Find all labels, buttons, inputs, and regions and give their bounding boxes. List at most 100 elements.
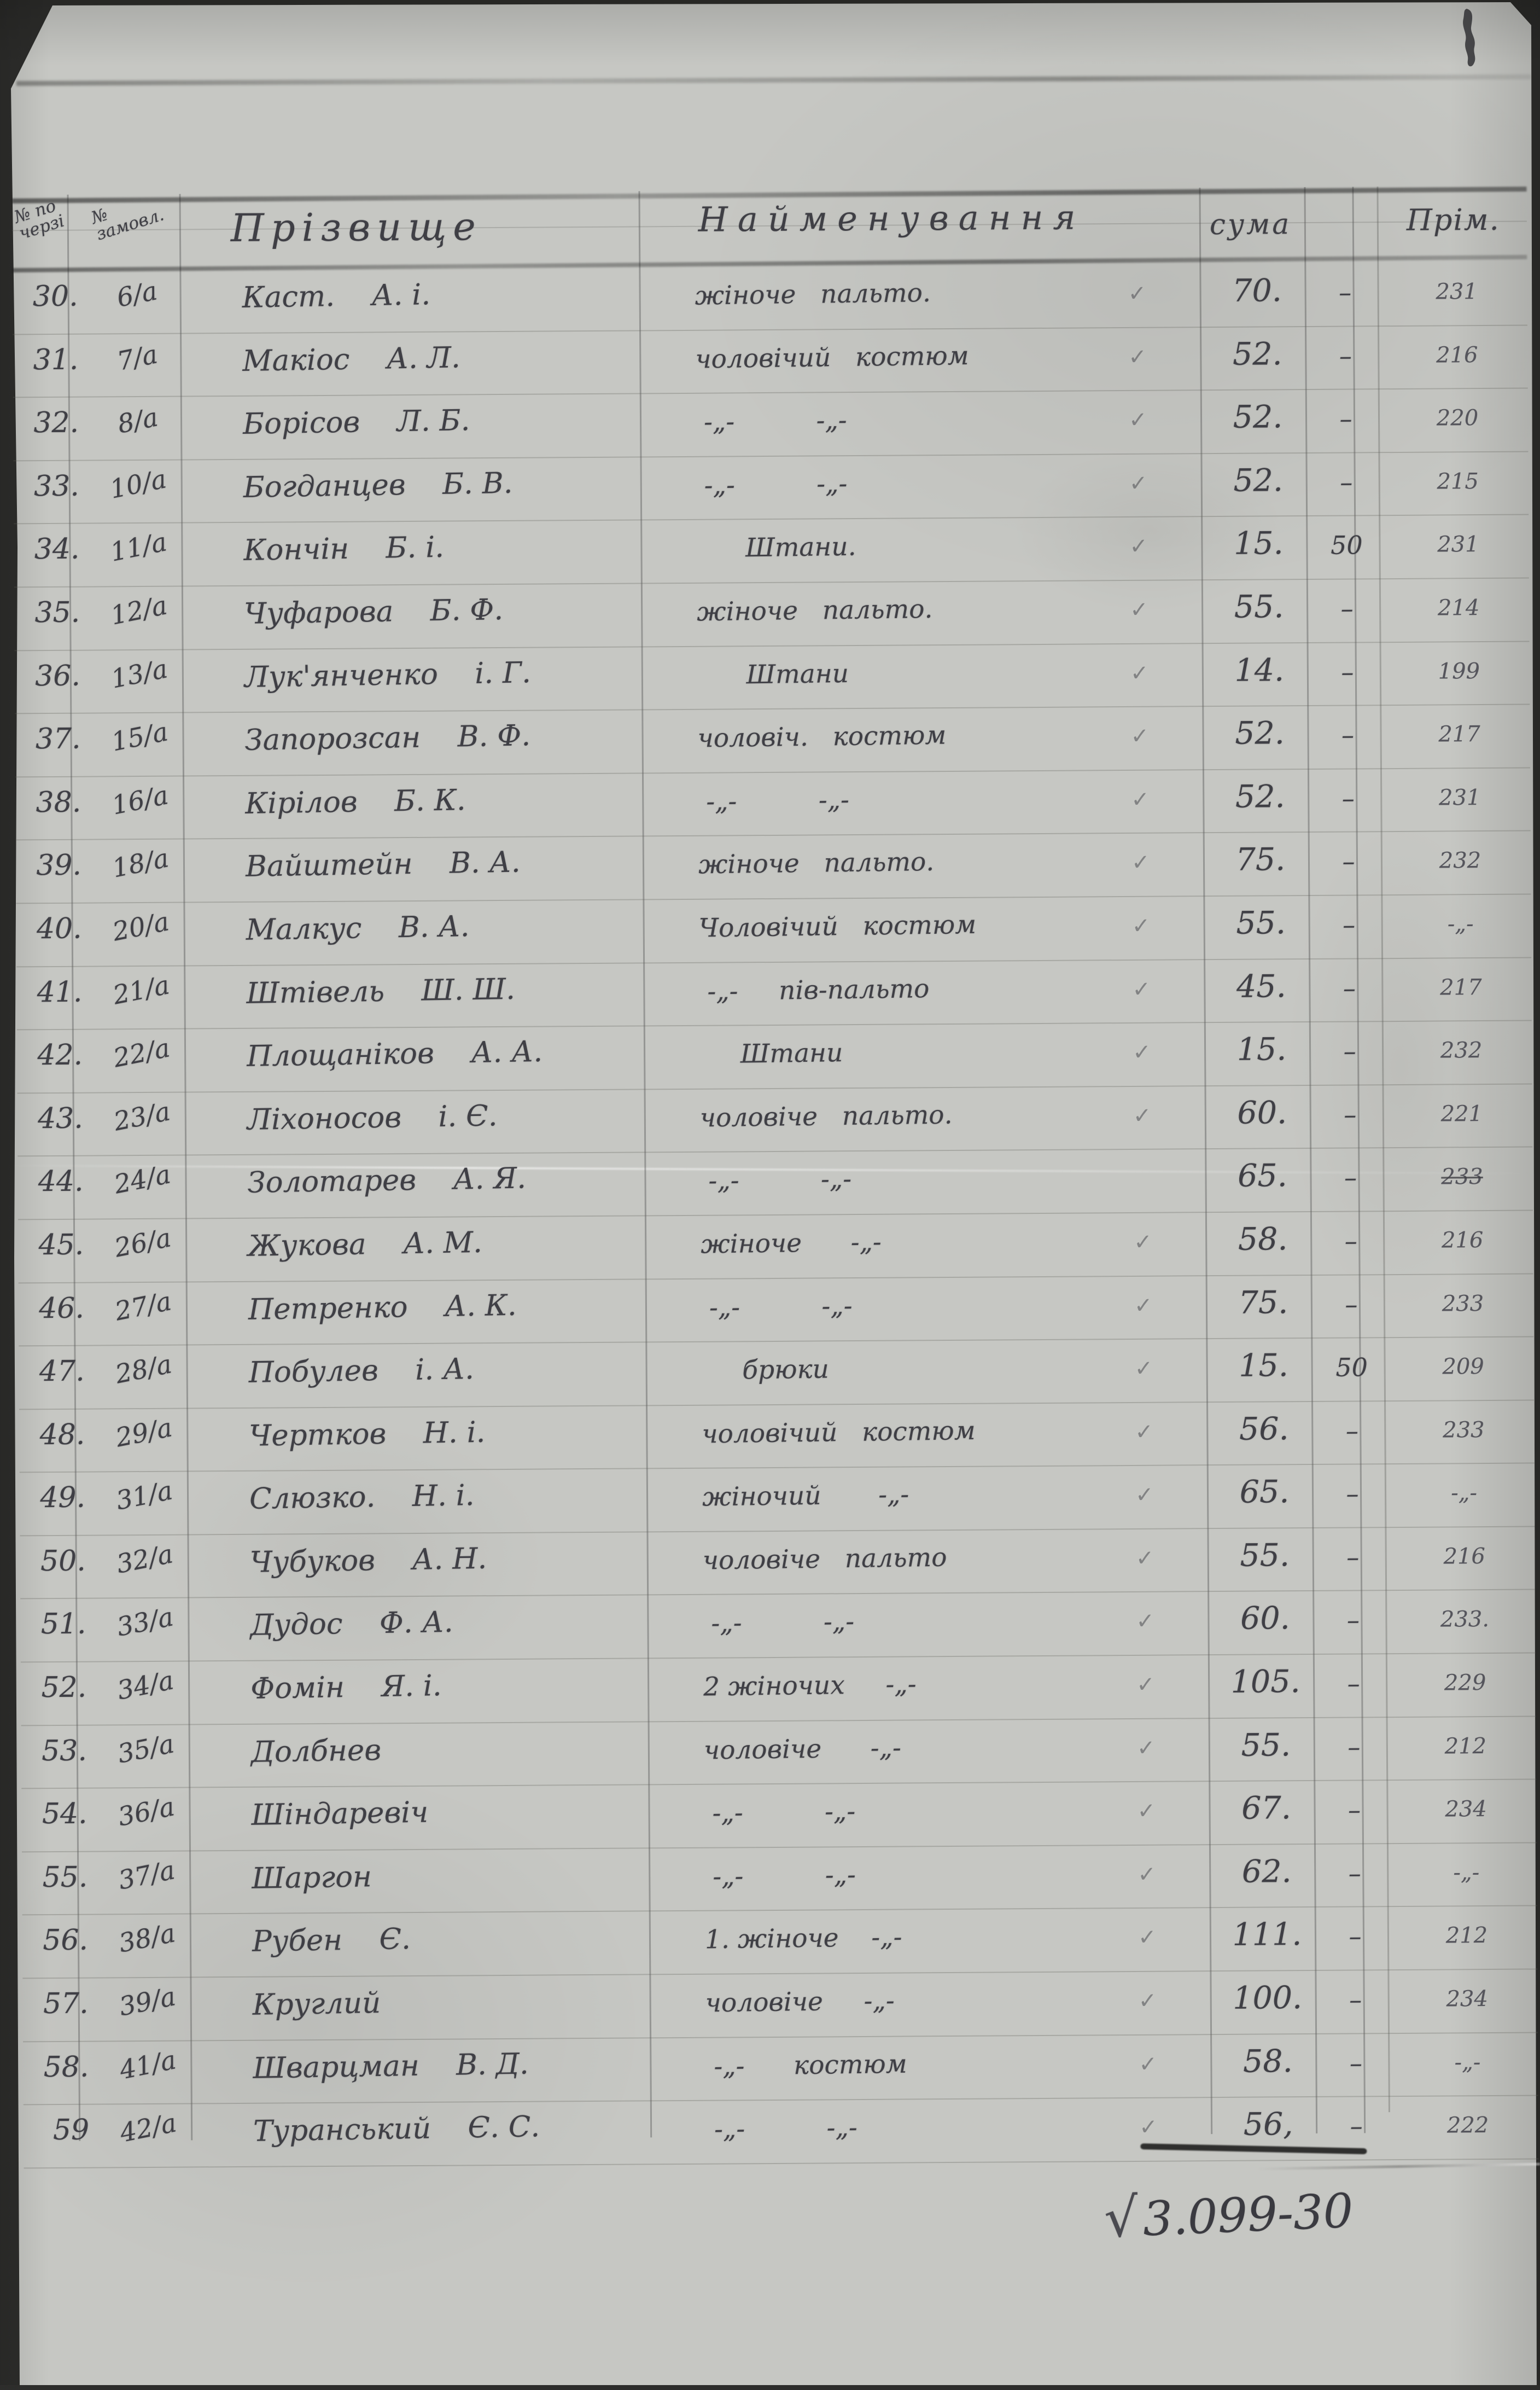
total-amount: √3.099-30 [1103, 2178, 1354, 2251]
item-description: -„- -„- [701, 1287, 1134, 1323]
item-description: 1. жіноче -„- [705, 1920, 1138, 1955]
surname: Рубен Є. [252, 1918, 679, 1958]
sum-kop: – [1325, 783, 1371, 813]
row-number: 56. [27, 1924, 88, 1957]
sum-rub: 60. [1210, 1600, 1320, 1637]
table-row: 59 42/а Туранський Є. С. -„- -„- ✓ 56, –… [24, 2096, 1539, 2169]
sum-rub: 55. [1204, 589, 1314, 625]
header-sum: сума [1210, 208, 1292, 241]
table-row: 56. 38/а Рубен Є. 1. жіноче -„- ✓ 111. –… [22, 1906, 1538, 1979]
check-mark-icon: ✓ [1136, 1545, 1180, 1571]
surname: Штівель Ш. Ш. [246, 970, 673, 1010]
sum-rub: 55. [1210, 1537, 1320, 1574]
row-number: 36. [19, 659, 80, 693]
check-mark-icon: ✓ [1135, 1419, 1179, 1444]
sum-kop: – [1329, 1416, 1375, 1446]
surname: Лук'янченко і. Г. [244, 654, 671, 694]
sum-kop: – [1328, 1289, 1374, 1319]
check-mark-icon: ✓ [1134, 1293, 1178, 1318]
sheet-number: 220 [1400, 405, 1515, 431]
sum-kop: – [1332, 1858, 1378, 1888]
sheet-number: 233 [1404, 1164, 1519, 1190]
check-mark-icon: ✓ [1136, 1672, 1180, 1697]
order-number: 31/а [93, 1472, 195, 1520]
sheet-number: 234 [1410, 1986, 1525, 2012]
table-row: 43. 23/а Ліхоносов і. Є. чоловіче пальто… [18, 1084, 1533, 1157]
row-number: 43. [22, 1102, 83, 1135]
surname: Вайштейн В. А. [246, 843, 673, 883]
sheet-number: 216 [1399, 342, 1514, 368]
sum-rub: 52. [1204, 462, 1313, 499]
sheet-number: 222 [1410, 2113, 1525, 2138]
item-description: Штани. [696, 528, 1129, 564]
check-mark-icon: ✓ [1134, 1229, 1177, 1254]
sheet-number: 217 [1402, 722, 1516, 747]
item-description: брюки [701, 1350, 1134, 1386]
sum-rub: 75. [1209, 1284, 1318, 1321]
surname: Чертков Н. і. [249, 1412, 676, 1453]
table-row: 34. 11/а Кончін Б. і. Штани. ✓ 15. 50 23… [14, 515, 1529, 588]
table-row: 44. 24/а Золотарев А. Я. -„- -„- 65. – 2… [18, 1148, 1533, 1220]
sum-kop: – [1327, 1100, 1373, 1130]
sum-kop: – [1330, 1606, 1376, 1636]
sum-rub: 55. [1206, 905, 1315, 941]
sheet-number: 233 [1406, 1417, 1521, 1443]
order-number: 7/а [86, 333, 189, 382]
table-row: 39. 18/а Вайштейн В. А. жіноче пальто. ✓… [16, 831, 1531, 904]
sum-kop: – [1329, 1479, 1375, 1509]
check-mark-icon: ✓ [1135, 1482, 1179, 1508]
item-description: -„- пів-пальто [699, 971, 1131, 1007]
header-item: Найменування [698, 197, 1086, 239]
surname: Чубуков А. Н. [249, 1539, 676, 1579]
table-row: 52. 34/а Фомін Я. і. 2 жіночих -„- ✓ 105… [21, 1654, 1536, 1726]
item-description: -„- -„- [696, 402, 1128, 437]
sum-rub: 52. [1205, 715, 1314, 752]
check-mark-icon: ✓ [1137, 1735, 1181, 1760]
surname: Шіндаревіч [251, 1792, 678, 1832]
check-mark-icon: ✓ [1132, 913, 1176, 938]
table-row: 31. 7/а Макіос А. Л. чоловічий костюм ✓ … [13, 325, 1528, 398]
sum-kop: – [1327, 1036, 1373, 1066]
row-number: 58. [27, 2050, 89, 2084]
sum-kop: – [1331, 1732, 1377, 1762]
sum-kop: – [1325, 720, 1370, 750]
order-number: 21/а [90, 966, 192, 1014]
item-description: чоловіче -„- [705, 1982, 1138, 2018]
sum-rub: 56. [1209, 1411, 1319, 1447]
order-number: 28/а [92, 1345, 195, 1394]
row-number: 31. [17, 343, 78, 376]
item-description: -„- костюм [705, 2046, 1138, 2081]
sum-rub: 70. [1202, 272, 1311, 309]
check-icon: √ [1103, 2187, 1140, 2250]
order-number: 15/а [89, 713, 191, 761]
table-row: 46. 27/а Петренко А. К. -„- -„- ✓ 75. – … [19, 1274, 1534, 1347]
table-row: 33. 10/а Богданцев Б. В. -„- -„- ✓ 52. –… [13, 452, 1529, 525]
order-number: 36/а [95, 1788, 197, 1836]
sum-rub: 58. [1208, 1221, 1317, 1258]
order-number: 13/а [88, 649, 190, 698]
row-number: 54. [26, 1798, 87, 1831]
row-number: 49. [24, 1481, 85, 1515]
row-number: 33. [18, 469, 79, 503]
row-number: 32. [18, 406, 79, 440]
sheet-number: 221 [1404, 1101, 1519, 1126]
sum-kop: – [1324, 594, 1370, 624]
sum-rub: 65. [1208, 1158, 1317, 1194]
row-number: 46. [23, 1292, 84, 1325]
surname: Малкус В. А. [246, 906, 673, 947]
order-number: 34/а [94, 1661, 196, 1710]
check-mark-icon: ✓ [1136, 1609, 1180, 1634]
sum-rub: 65. [1210, 1474, 1319, 1510]
sum-rub: 105. [1211, 1664, 1320, 1700]
sum-kop: – [1322, 277, 1368, 307]
check-mark-icon: ✓ [1130, 660, 1174, 685]
order-number: 35/а [95, 1724, 197, 1773]
surname: Дудос Ф. А. [250, 1602, 677, 1642]
row-number: 45. [22, 1229, 84, 1262]
order-number: 10/а [87, 460, 189, 509]
table-rows: 30. 6/а Каст. А. і. жіноче пальто. ✓ 70.… [12, 263, 1538, 2169]
table-row: 47. 28/а Побулев і. А. брюки ✓ 15. 50 20… [19, 1338, 1534, 1410]
sum-kop: – [1325, 657, 1370, 687]
